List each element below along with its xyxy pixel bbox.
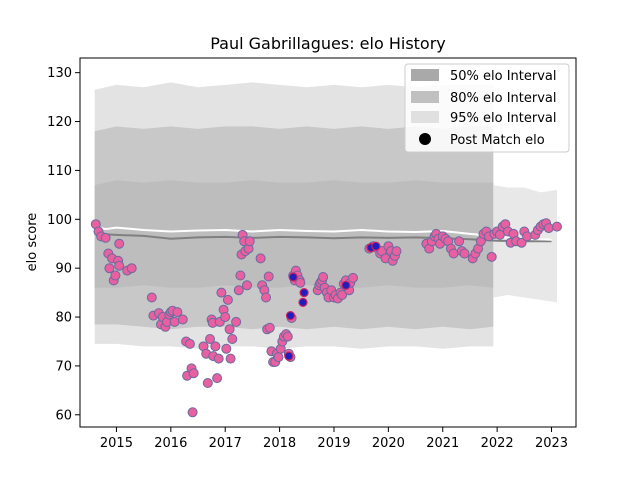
- x-tick-label-2018: 2018: [263, 436, 296, 451]
- post-match-point-51: [227, 334, 238, 344]
- x-tick-label-2020: 2020: [372, 436, 405, 451]
- legend-label-80: 80% elo Interval: [450, 91, 557, 106]
- legend-label-50: 50% elo Interval: [450, 69, 557, 84]
- post-match-point-117: [391, 246, 402, 257]
- legend-label-post-match: Post Match elo: [450, 133, 545, 148]
- post-match-point-87: [295, 277, 306, 288]
- y-tick-label-110: 110: [47, 164, 72, 179]
- post-match-point-101: [337, 290, 348, 300]
- x-tick-label-2017: 2017: [209, 436, 242, 451]
- post-match-point-3: [100, 232, 111, 243]
- post-match-point-13: [126, 263, 137, 274]
- post-match-point-36: [205, 334, 215, 344]
- post-match-point-26: [177, 314, 188, 325]
- post-match-point-62: [255, 253, 266, 264]
- y-axis-label: elo score: [25, 213, 40, 272]
- x-axis: 2015 2016 2017 2018 2019 2020 2021 2022 2023: [100, 427, 568, 451]
- x-tick-label-2016: 2016: [154, 436, 187, 451]
- post-match-point-150: [516, 237, 527, 248]
- post-match-point-158: [543, 223, 554, 234]
- post-match-point-14: [146, 292, 157, 303]
- post-match-point-31: [187, 407, 198, 418]
- post-match-point-49: [224, 324, 235, 335]
- post-match-point-48: [222, 294, 233, 305]
- plot-area: [90, 82, 562, 418]
- rating-elo-line: [94, 225, 552, 241]
- post-match-point-52: [231, 316, 242, 327]
- post-match-point-68: [264, 322, 275, 333]
- post-match-point-highlight-3: [298, 297, 308, 307]
- post-match-point-highlight-6: [371, 241, 381, 251]
- y-tick-label-80: 80: [55, 311, 72, 326]
- x-tick-label-2021: 2021: [426, 436, 459, 451]
- post-match-point-highlight-2: [288, 272, 298, 282]
- legend: 50% elo Interval 80% elo Interval 95% el…: [404, 63, 570, 153]
- post-match-point-47: [221, 343, 232, 354]
- post-match-point-40: [210, 341, 221, 352]
- y-tick-label-130: 130: [47, 66, 72, 81]
- median-elo-line: [94, 232, 552, 243]
- post-match-point-159: [552, 221, 562, 232]
- post-match-point-73: [273, 352, 284, 363]
- x-tick-label-2022: 2022: [481, 436, 514, 451]
- y-tick-label-120: 120: [47, 115, 72, 130]
- post-match-point-46: [220, 312, 231, 322]
- post-match-point-53: [233, 285, 244, 296]
- post-match-point-highlight-7: [341, 280, 351, 290]
- legend-swatch-50: [411, 69, 439, 81]
- post-match-point-highlight-4: [299, 288, 309, 298]
- legend-swatch-80: [411, 91, 439, 103]
- post-match-point-140: [486, 251, 497, 262]
- legend-box: [404, 63, 570, 153]
- post-match-point-67: [263, 271, 274, 282]
- post-match-point-24: [169, 316, 180, 327]
- post-match-point-5: [104, 263, 115, 274]
- y-tick-label-60: 60: [55, 408, 72, 423]
- post-match-point-106: [348, 272, 358, 283]
- post-match-point-10: [114, 260, 125, 271]
- post-match-point-59: [242, 280, 252, 291]
- post-match-point-132: [459, 248, 470, 259]
- legend-swatch-95: [411, 111, 439, 123]
- post-match-point-78: [282, 331, 293, 342]
- post-match-point-29: [184, 338, 195, 349]
- x-tick-label-2019: 2019: [317, 436, 350, 451]
- post-match-point-42: [213, 353, 224, 364]
- chart-title: Paul Gabrillagues: elo History: [210, 34, 446, 53]
- post-match-point-130: [454, 236, 465, 247]
- post-match-point-54: [235, 270, 246, 281]
- post-match-point-highlight-0: [284, 351, 294, 361]
- post-match-point-65: [261, 292, 271, 303]
- x-tick-label-2023: 2023: [535, 436, 568, 451]
- post-match-point-44: [216, 287, 227, 298]
- post-match-point-152: [522, 231, 533, 242]
- legend-marker-post-match: [419, 133, 431, 145]
- y-tick-label-90: 90: [55, 262, 72, 277]
- post-match-point-61: [244, 236, 255, 247]
- axes-frame: [79, 57, 577, 428]
- legend-label-95: 95% elo Interval: [450, 111, 557, 126]
- post-match-point-92: [318, 272, 329, 282]
- post-match-point-8: [110, 270, 121, 281]
- post-match-point-129: [448, 248, 459, 259]
- post-match-point-highlight-1: [285, 311, 296, 321]
- y-tick-label-100: 100: [47, 213, 72, 228]
- post-match-point-35: [202, 378, 213, 388]
- post-match-point-50: [225, 353, 236, 364]
- post-match-point-41: [212, 373, 223, 384]
- post-match-point-25: [172, 307, 183, 318]
- post-match-point-32: [188, 368, 199, 379]
- post-match-point-11: [114, 238, 125, 249]
- y-tick-label-70: 70: [55, 359, 72, 374]
- y-axis: 60 70 80 90 100 110 120 130: [47, 66, 80, 423]
- x-tick-label-2015: 2015: [100, 436, 133, 451]
